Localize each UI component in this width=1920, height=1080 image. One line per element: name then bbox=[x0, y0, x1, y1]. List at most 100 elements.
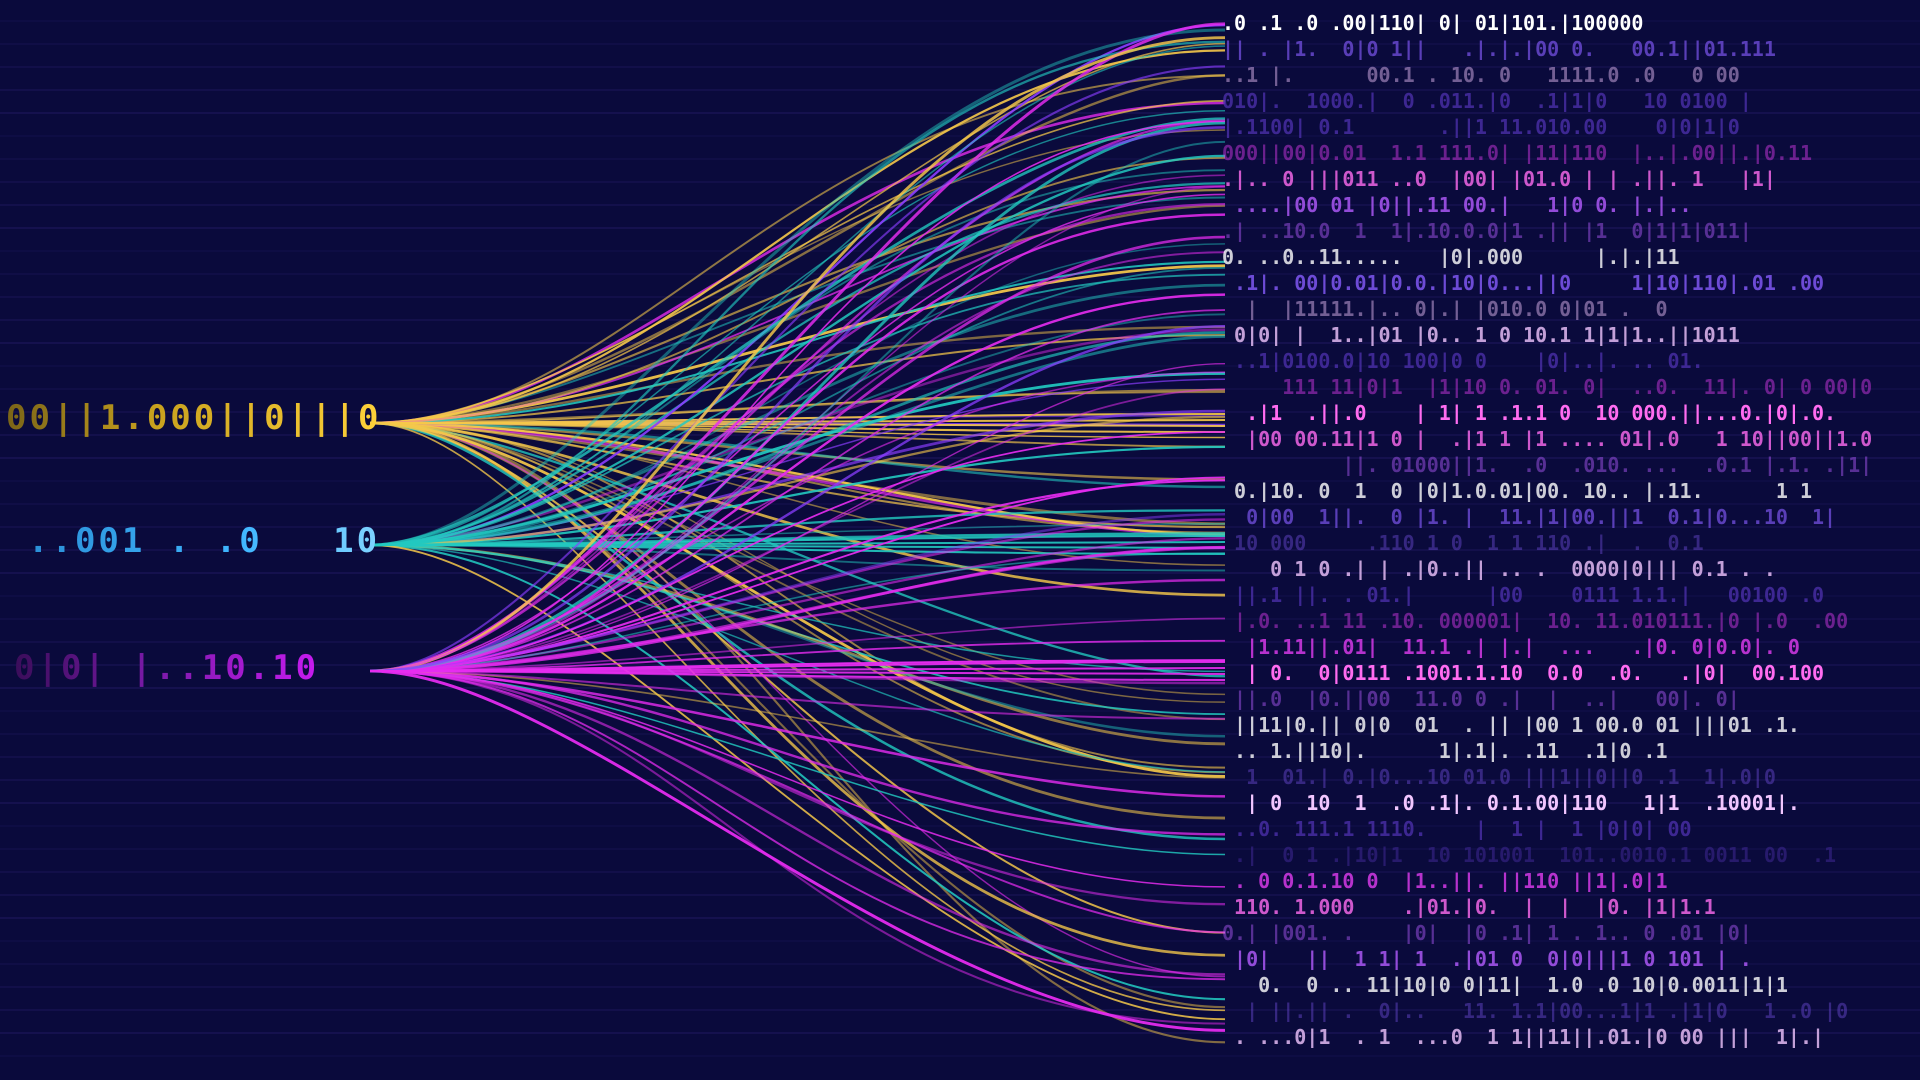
flow-line bbox=[369, 670, 1226, 934]
code-row: 1 01.| 0.|0...10 01.0 |||1||0||0 .1 1|.0… bbox=[1222, 766, 1776, 788]
code-row: || . |1. 0|0 1|| .|.|.|00 0. 00.1||01.11… bbox=[1222, 38, 1776, 60]
flow-line bbox=[369, 670, 1226, 981]
flow-line bbox=[369, 391, 1226, 424]
flow-line bbox=[369, 543, 1226, 1001]
flow-line bbox=[369, 421, 1226, 957]
background-streak bbox=[0, 89, 1920, 91]
flow-line bbox=[369, 129, 1226, 424]
background-streak bbox=[0, 641, 1920, 643]
background-streak bbox=[0, 526, 1920, 528]
flow-line bbox=[369, 36, 1226, 673]
background-streak bbox=[0, 733, 1920, 735]
code-row: |0| || 1 1| 1 .|01 0 0|0|||1 0 101 | . bbox=[1222, 948, 1752, 970]
code-row: 110. 1.000 .|01.|0. | | |0. |1|1.1 bbox=[1222, 896, 1716, 918]
flow-line bbox=[369, 544, 1226, 555]
code-row: .0 .1 .0 .00|110| 0| 01|101.|100000 bbox=[1222, 12, 1644, 34]
code-row: ..1|0100.0|10 100|0 0 |0|..|. .. 01. bbox=[1222, 350, 1704, 372]
flow-line bbox=[369, 545, 1226, 673]
flow-line bbox=[369, 422, 1226, 1012]
code-row: |.1100| 0.1 .||1 11.010.00 0|0|1|0 bbox=[1222, 116, 1740, 138]
background-streak bbox=[0, 917, 1920, 919]
background-streak bbox=[0, 894, 1920, 896]
background-streak bbox=[0, 848, 1920, 850]
source-label-cyan: ..001 . .0 10 bbox=[28, 521, 381, 561]
background-streak bbox=[0, 871, 1920, 873]
flow-line bbox=[369, 670, 1226, 681]
flow-line bbox=[369, 140, 1226, 673]
code-row: .|1 .||.0 | 1| 1 .1.1 0 10 000.||...0.|0… bbox=[1222, 402, 1837, 424]
background-streak bbox=[0, 20, 1920, 22]
flow-line bbox=[369, 415, 1226, 547]
flow-line bbox=[369, 204, 1226, 425]
flow-line bbox=[369, 266, 1226, 546]
background-streak bbox=[0, 1032, 1920, 1034]
flow-line bbox=[369, 283, 1226, 547]
background-streak bbox=[0, 618, 1920, 620]
flow-line bbox=[369, 421, 1226, 1009]
background-streak bbox=[0, 342, 1920, 344]
background-streak bbox=[0, 227, 1920, 229]
flow-line bbox=[369, 40, 1226, 547]
code-row: 10 000 .110 1 0 1 1 110 .| . 0.1 bbox=[1222, 532, 1704, 554]
background-streak bbox=[0, 204, 1920, 206]
flow-line bbox=[369, 639, 1226, 672]
background-streak bbox=[0, 365, 1920, 367]
code-row: .. 1.||10|. 1|.1|. .11 .1|0 .1 bbox=[1222, 740, 1668, 762]
code-row: 0. 0 .. 11|10|0 0|11| 1.0 .0 10|0.0011|1… bbox=[1222, 974, 1788, 996]
flow-line bbox=[369, 669, 1226, 1025]
flow-line bbox=[369, 325, 1226, 425]
flow-line bbox=[369, 126, 1226, 673]
flow-line bbox=[369, 544, 1226, 1021]
flow-line bbox=[369, 28, 1226, 547]
code-row: ..1 |. 00.1 . 10. 0 1111.0 .0 0 00 bbox=[1222, 64, 1740, 86]
flow-line bbox=[369, 670, 1226, 888]
source-label-yellow: 00||1.000||0|||0 bbox=[6, 398, 382, 438]
code-row: ||. 01000||1. .0 .010. ... .0.1 |.1. .|1… bbox=[1222, 454, 1873, 476]
flow-line bbox=[369, 422, 1226, 721]
background-streak bbox=[0, 43, 1920, 45]
flow-line bbox=[369, 120, 1226, 672]
flow-line bbox=[369, 243, 1226, 546]
code-row: 0|00 1||. 0 |1. | 11.|1|00.||1 0.1|0...1… bbox=[1222, 506, 1837, 528]
code-row: 010|. 1000.| 0 .011.|0 .1|1|0 10 0100 | bbox=[1222, 90, 1752, 112]
code-row: | |11111.|.. 0|.| |010.0 0|01 . 0 bbox=[1222, 298, 1668, 320]
code-row: | 0. 0|0111 .1001.1.10 0.0 .0. .|0| 00.1… bbox=[1222, 662, 1825, 684]
background-streak bbox=[0, 457, 1920, 459]
background-streak bbox=[0, 319, 1920, 321]
flow-line bbox=[369, 617, 1226, 672]
background-streak bbox=[0, 825, 1920, 827]
flow-line bbox=[369, 213, 1226, 673]
flow-line bbox=[369, 49, 1226, 425]
flow-line bbox=[369, 45, 1226, 546]
flow-line bbox=[369, 371, 1226, 547]
background-streak bbox=[0, 273, 1920, 275]
flow-line bbox=[369, 101, 1226, 425]
code-row: 0 1 0 .| | .|0..|| .. . 0000|0||| 0.1 . … bbox=[1222, 558, 1776, 580]
background-streak bbox=[0, 158, 1920, 160]
code-row: . 0 0.1.10 0 |1..||. ||110 ||1|.0|1 bbox=[1222, 870, 1668, 892]
flow-line bbox=[369, 251, 1226, 672]
code-row: |00 00.11|1 0 | .|1 1 |1 .... 01|.0 1 10… bbox=[1222, 428, 1873, 450]
background-streak bbox=[0, 687, 1920, 689]
background-streak bbox=[0, 572, 1920, 574]
code-row: ||11|0.|| 0|0 01 . || |00 1 00.0 01 |||0… bbox=[1222, 714, 1800, 736]
code-row: 0|0| | 1..|01 |0.. 1 0 10.1 1|1|1..||101… bbox=[1222, 324, 1740, 346]
background-streak bbox=[0, 756, 1920, 758]
code-row: | 0 10 1 .0 .1|. 0.1.00|110 1|1 .10001|. bbox=[1222, 792, 1800, 814]
flow-line bbox=[369, 388, 1226, 672]
flow-line bbox=[369, 334, 1226, 424]
flow-line bbox=[369, 670, 1226, 720]
flow-line bbox=[369, 445, 1226, 547]
source-label-magenta: 0|0| |..10.10 bbox=[14, 648, 320, 688]
background-streak bbox=[0, 388, 1920, 390]
background-streak bbox=[0, 664, 1920, 666]
flow-line bbox=[369, 544, 1226, 773]
code-row: 0. ..0..11..... |0|.000 |.|.|11 bbox=[1222, 246, 1680, 268]
code-row: 000||00|0.01 1.1 111.0| |11|110 |..|.00|… bbox=[1222, 142, 1813, 164]
binary-code-panel: .0 .1 .0 .00|110| 0| 01|101.|100000 || . … bbox=[1222, 12, 1920, 1062]
code-row: ..0. 111.1 1110. | 1 | 1 |0|0| 00 bbox=[1222, 818, 1692, 840]
background-streak bbox=[0, 1055, 1920, 1057]
flow-line bbox=[369, 543, 1226, 738]
